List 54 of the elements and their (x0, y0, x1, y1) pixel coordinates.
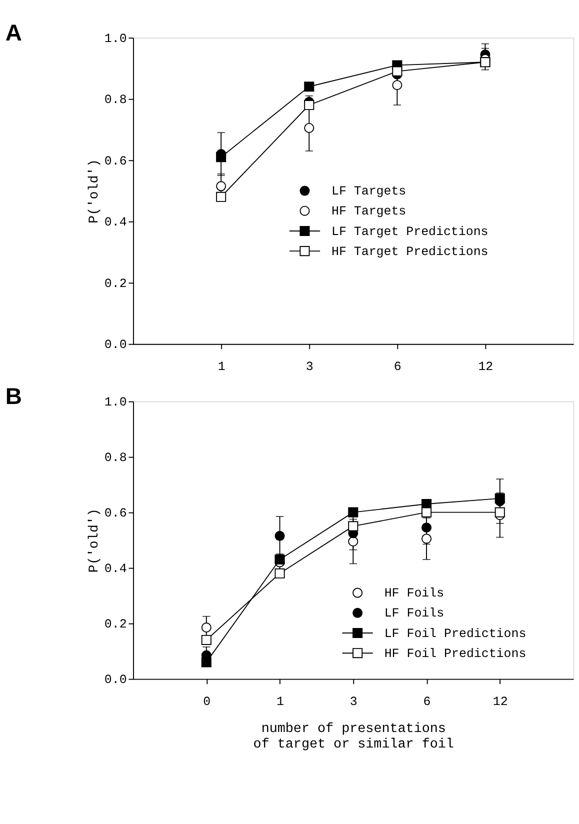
legend-label: LF Foils (384, 606, 444, 621)
legend-label: HF Target Predictions (332, 244, 488, 259)
point (274, 568, 285, 578)
point (392, 80, 402, 90)
point (201, 622, 212, 633)
x-tick-label: 6 (394, 360, 402, 374)
x-tick-label: 3 (350, 695, 358, 710)
point (304, 82, 314, 92)
point (392, 66, 402, 76)
point (348, 521, 358, 532)
point (421, 507, 432, 518)
y-tick-label: 0.6 (104, 154, 127, 168)
point (304, 122, 314, 133)
x-tick-label: 12 (478, 360, 494, 374)
y-tick-label: 0.2 (104, 276, 127, 291)
legend-label: LF Foil Predictions (384, 626, 526, 641)
point (494, 493, 505, 504)
point (274, 530, 285, 541)
point (274, 554, 285, 565)
y-tick-label: 0.0 (104, 673, 127, 688)
point (304, 100, 314, 110)
legend-label: HF Targets (332, 204, 406, 219)
point (494, 507, 505, 518)
y-tick-label: 0.2 (104, 618, 127, 632)
legend-label: HF Foils (384, 586, 444, 601)
x-tick-label: 1 (276, 695, 284, 710)
point (421, 522, 432, 533)
x-tick-label: 0 (203, 695, 211, 710)
x-tick-label: 12 (492, 695, 508, 710)
y-tick-label: 1.0 (104, 396, 127, 410)
x-tick-label: 3 (306, 360, 314, 374)
point (201, 657, 212, 668)
y-tick-label: 0.4 (104, 562, 127, 576)
chart-title: B (5, 383, 22, 410)
point (216, 192, 226, 202)
point (216, 152, 226, 162)
y-tick-label: 1.0 (104, 32, 127, 46)
legend-label: LF Targets (332, 184, 406, 199)
y-tick-label: 0.8 (104, 451, 127, 466)
chart-title: A (5, 20, 22, 46)
x-tick-label: 1 (218, 360, 226, 374)
y-axis-title: P('old') (88, 508, 103, 573)
x-tick-label: 6 (423, 695, 431, 710)
point (201, 634, 212, 646)
legend-label: LF Target Predictions (332, 224, 488, 239)
y-axis-title: P('old') (88, 159, 103, 224)
point (348, 507, 358, 518)
point (216, 181, 226, 192)
y-tick-label: 0.6 (104, 506, 127, 521)
y-tick-label: 0.8 (104, 93, 127, 108)
y-tick-label: 0.0 (104, 338, 127, 352)
legend-label: HF Foil Predictions (384, 646, 526, 661)
x-axis-title: number of presentations of target or similar foil (253, 722, 454, 752)
y-tick-label: 0.4 (104, 216, 127, 230)
